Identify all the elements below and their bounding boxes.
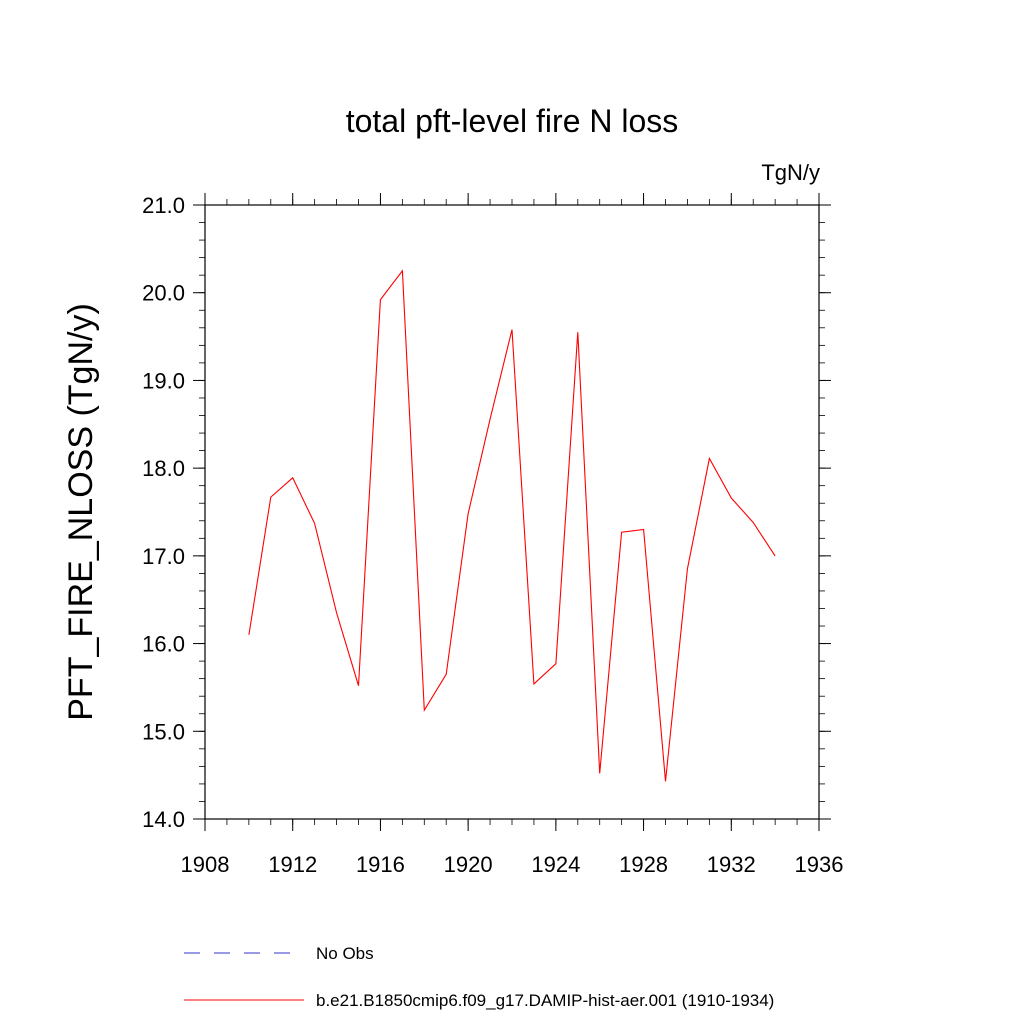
y-tick-label: 17.0 — [142, 544, 185, 569]
x-tick-label: 1924 — [531, 852, 580, 877]
axis-ticks: 14.0 15.0 16.0 17.0 18.0 19.0 20.0 21.0 1908 1912… — [142, 193, 843, 877]
legend-label-model-run: b.e21.B1850cmip6.f09_g17.DAMIP-hist-aer.… — [316, 991, 774, 1010]
x-tick-label: 1908 — [181, 852, 230, 877]
x-tick-label: 1932 — [707, 852, 756, 877]
x-tick-label: 1928 — [619, 852, 668, 877]
series-line — [248, 269, 776, 782]
x-tick-label: 1916 — [356, 852, 405, 877]
y-tick-label: 14.0 — [142, 807, 185, 832]
x-tick-label: 1920 — [444, 852, 493, 877]
units-label: TgN/y — [761, 160, 820, 185]
y-tick-label: 18.0 — [142, 456, 185, 481]
y-axis-label: PFT_FIRE_NLOSS (TgN/y) — [62, 303, 100, 721]
chart-title: total pft-level fire N loss — [346, 103, 679, 139]
y-tick-label: 20.0 — [142, 281, 185, 306]
plot-frame — [204, 204, 820, 820]
y-tick-label: 21.0 — [142, 193, 185, 218]
series-layer — [248, 269, 776, 782]
x-tick-label: 1936 — [795, 852, 844, 877]
legend: No Obs b.e21.B1850cmip6.f09_g17.DAMIP-hi… — [184, 944, 774, 1010]
y-tick-label: 19.0 — [142, 368, 185, 393]
x-tick-label: 1912 — [268, 852, 317, 877]
legend-label-no-obs: No Obs — [316, 944, 374, 963]
y-tick-label: 16.0 — [142, 632, 185, 657]
y-tick-label: 15.0 — [142, 719, 185, 744]
